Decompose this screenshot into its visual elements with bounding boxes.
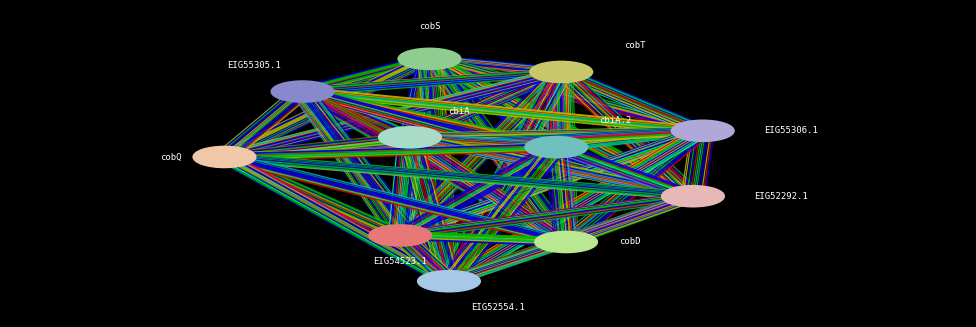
- Circle shape: [418, 271, 480, 292]
- Text: cobS: cobS: [419, 22, 440, 31]
- Circle shape: [671, 120, 734, 141]
- Circle shape: [530, 61, 592, 82]
- Text: cbiA.2: cbiA.2: [598, 116, 631, 126]
- Circle shape: [535, 232, 597, 252]
- Text: EIG54523.1: EIG54523.1: [373, 257, 427, 266]
- Text: EIG52292.1: EIG52292.1: [753, 192, 808, 201]
- Text: cobD: cobD: [619, 237, 640, 247]
- Circle shape: [193, 146, 256, 167]
- Circle shape: [369, 225, 431, 246]
- Text: cobQ: cobQ: [160, 152, 182, 162]
- Circle shape: [662, 186, 724, 207]
- Text: cbiA: cbiA: [448, 107, 469, 116]
- Circle shape: [398, 48, 461, 69]
- Text: EIG52554.1: EIG52554.1: [470, 303, 525, 312]
- Text: cobT: cobT: [624, 41, 645, 50]
- Text: EIG55305.1: EIG55305.1: [226, 61, 281, 70]
- Circle shape: [271, 81, 334, 102]
- Circle shape: [379, 127, 441, 148]
- Text: EIG55306.1: EIG55306.1: [763, 126, 818, 135]
- Circle shape: [525, 137, 588, 158]
